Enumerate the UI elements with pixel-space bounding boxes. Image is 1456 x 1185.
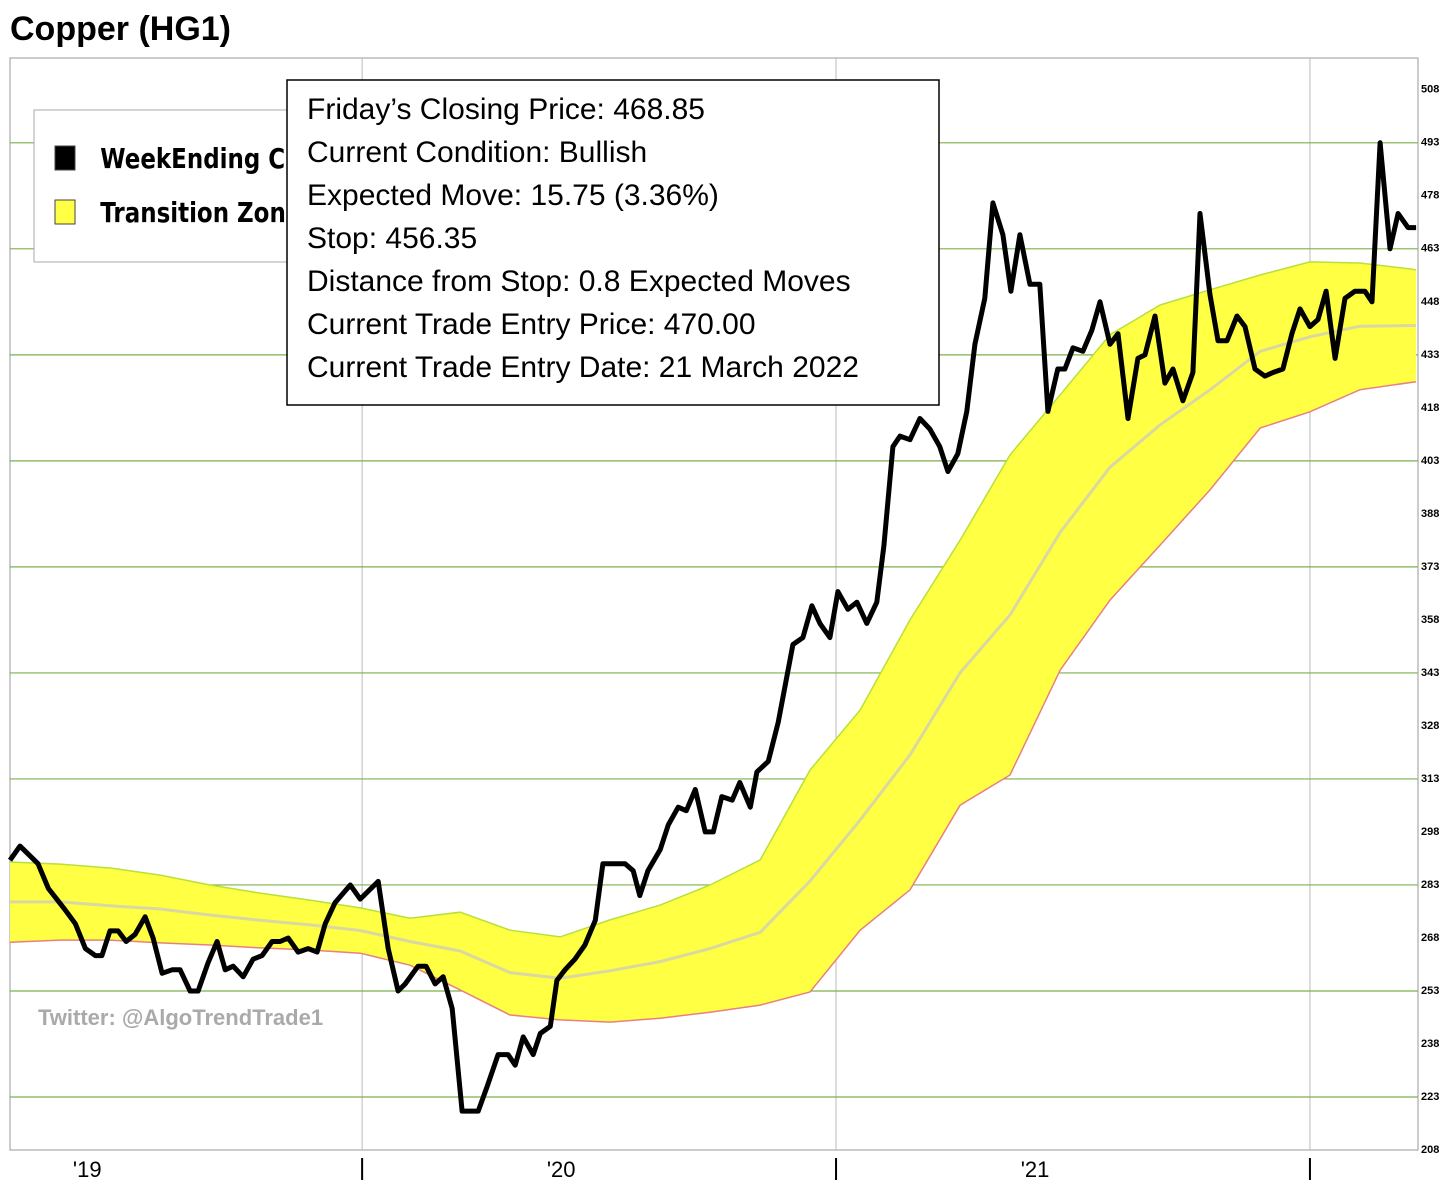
legend-swatch [54, 145, 76, 171]
y-tick-label: 253 [1421, 985, 1439, 997]
y-tick-label: 403 [1421, 455, 1439, 467]
legend-box [33, 109, 325, 263]
info-line: Stop: 456.35 [307, 222, 477, 255]
info-line: Expected Move: 15.75 (3.36%) [307, 179, 719, 212]
y-tick-label: 373 [1421, 561, 1439, 573]
y-tick-label: 268 [1421, 932, 1439, 944]
y-tick-label: 463 [1421, 243, 1439, 255]
y-tick-label: 358 [1421, 614, 1439, 626]
y-tick-label: 388 [1421, 508, 1439, 520]
chart-title: Copper (HG1) [10, 10, 231, 48]
y-tick-label: 508 [1421, 84, 1439, 96]
info-line: Friday’s Closing Price: 468.85 [307, 93, 705, 126]
info-line: Current Condition: Bullish [307, 136, 647, 169]
info-line: Current Trade Entry Date: 21 March 2022 [307, 351, 859, 384]
y-tick-label: 313 [1421, 773, 1439, 785]
y-tick-label: 208 [1421, 1144, 1439, 1156]
y-tick-label: 328 [1421, 720, 1439, 732]
info-line: Distance from Stop: 0.8 Expected Moves [307, 265, 851, 298]
transition-zone [10, 261, 1417, 1023]
info-line: Current Trade Entry Price: 470.00 [307, 308, 756, 341]
y-tick-label: 493 [1421, 137, 1439, 149]
y-tick-label: 283 [1421, 879, 1439, 891]
x-tick-label: '19 [73, 1157, 102, 1182]
y-tick-label: 223 [1421, 1091, 1439, 1103]
y-tick-label: 298 [1421, 826, 1439, 838]
close-line [7, 140, 1417, 1114]
y-tick-label: 343 [1421, 667, 1439, 679]
watermark: Twitter: @AlgoTrendTrade1 [38, 1005, 323, 1030]
legend-swatch [54, 199, 76, 225]
zone-middle [10, 324, 1417, 980]
info-box [286, 79, 940, 406]
y-tick-label: 433 [1421, 349, 1439, 361]
y-tick-label: 418 [1421, 402, 1439, 414]
x-tick-label: '21 [1021, 1157, 1050, 1182]
y-tick-label: 478 [1421, 190, 1439, 202]
y-tick-label: 238 [1421, 1038, 1439, 1050]
y-tick-label: 448 [1421, 296, 1439, 308]
zone-upper [9, 261, 1417, 938]
zone-lower [9, 380, 1417, 1023]
legend-label: Transition Zone [100, 197, 301, 230]
x-tick-label: '20 [547, 1157, 576, 1182]
